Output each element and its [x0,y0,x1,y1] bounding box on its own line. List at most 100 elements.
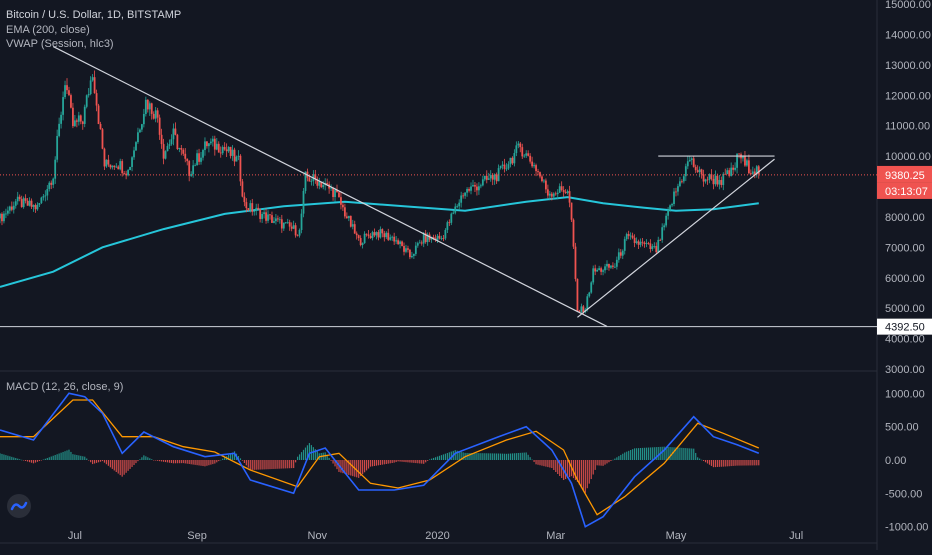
macd-histogram-bar [549,460,551,468]
macd-histogram-bar [206,460,208,466]
candle [669,205,671,210]
candle [209,141,212,144]
macd-histogram-bar [21,459,23,461]
macd-tick-label: -1000.00 [885,522,928,534]
candle [700,169,703,175]
candle [320,181,323,188]
macd-histogram-bar [387,460,389,464]
tradingview-logo-icon[interactable] [7,494,31,518]
macd-histogram-bar [695,452,697,460]
macd-histogram-bar [350,460,352,476]
macd-histogram-bar [431,458,433,460]
macd-histogram-bar [612,459,614,461]
macd-histogram-bar [334,460,336,467]
candle [255,207,258,212]
macd-histogram-bar [626,451,628,460]
candle [1,213,3,222]
macd-histogram-bar [620,454,622,460]
candle [385,232,388,238]
candle [129,166,131,171]
candle [667,209,669,216]
macd-histogram-bar [348,460,350,475]
macd-histogram-bar [742,460,744,466]
candle [694,166,697,171]
candle [184,153,187,159]
macd-histogram-bar [36,460,39,462]
macd-histogram-bar [444,453,446,460]
candle [208,143,210,147]
candle [470,186,472,191]
vwap-legend[interactable]: VWAP (Session, hlc3) [6,38,114,50]
time-tick-label: Jul [789,530,803,542]
macd-histogram-bar [669,447,671,460]
macd-histogram-bar [259,460,261,470]
candle [178,148,181,150]
candle [391,236,394,238]
macd-histogram-bar [190,460,192,465]
macd-histogram-bar [756,460,758,466]
candle [219,152,222,154]
macd-histogram-bar [405,460,407,463]
candle [509,157,512,165]
macd-histogram-bar [143,455,145,460]
macd-histogram-bar [606,460,608,464]
candle [545,180,547,190]
candle [535,165,537,172]
macd-histogram-bar [304,447,307,460]
macd-histogram-bar [462,452,464,460]
candle [347,215,350,219]
candle [121,161,124,174]
macd-histogram-bar [496,453,498,460]
candle [525,153,528,156]
macd-histogram-bar [367,460,370,469]
macd-histogram-bar [411,460,413,463]
macd-histogram-bar [166,460,169,463]
macd-histogram-bar [517,452,519,460]
ema-legend[interactable]: EMA (200, close) [6,24,90,36]
macd-histogram-bar [582,460,584,491]
candle [578,310,581,312]
macd-histogram-bar [407,460,409,463]
macd-histogram-bar [210,460,212,465]
macd-histogram-bar [584,460,586,493]
macd-histogram-bar [298,454,301,460]
macd-histogram-bar [32,460,35,464]
candle [253,211,256,212]
macd-histogram-bar [101,460,104,462]
candle [570,202,573,220]
macd-histogram-bar [224,457,226,460]
macd-histogram-bar [649,447,651,460]
macd-histogram-bar [277,460,279,469]
candle [54,159,57,179]
candle [405,248,407,252]
macd-histogram-bar [295,460,297,463]
candle [227,146,230,152]
macd-histogram-bar [726,460,728,467]
candle [237,155,240,157]
candle [190,174,193,176]
macd-histogram-bar [535,460,537,465]
macd-histogram-bar [637,448,640,460]
candle [663,225,666,228]
candle [229,146,232,156]
candle [539,172,541,177]
macd-histogram-bar [164,460,167,463]
candle [276,218,279,220]
candle [105,159,108,167]
macd-legend[interactable]: MACD (12, 26, close, 9) [6,381,124,393]
candle [472,185,474,187]
macd-histogram-bar [34,460,37,463]
candle [722,173,725,185]
macd-histogram-bar [389,460,391,464]
candle [491,175,494,180]
candle [322,185,325,188]
candle [44,195,47,197]
candle [537,171,539,173]
macd-histogram-bar [275,460,277,469]
candle [590,282,593,293]
price-tick-label: 4000.00 [885,334,925,346]
candle [623,239,626,251]
macd-histogram-bar [107,460,109,466]
